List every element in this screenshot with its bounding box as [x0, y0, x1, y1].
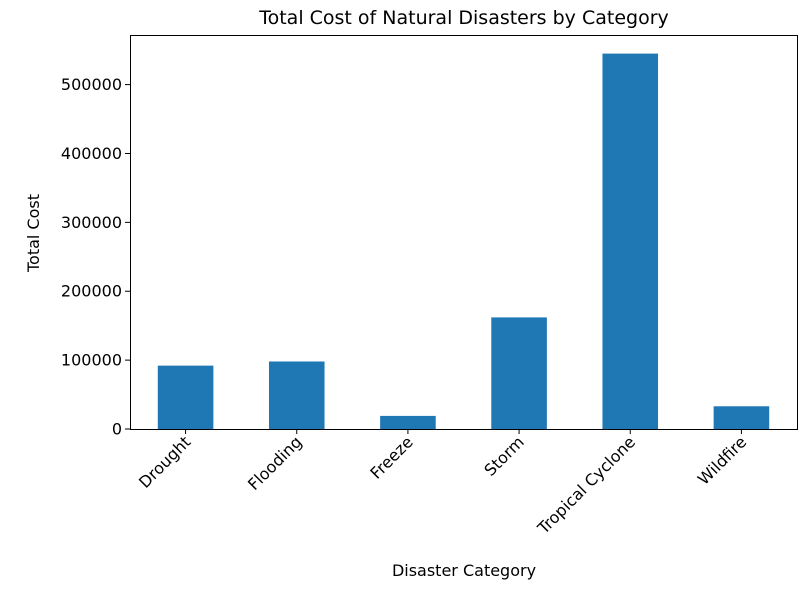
x-tick-label: Storm: [480, 432, 527, 479]
y-tick-label: 400000: [61, 144, 122, 163]
bar-storm: [491, 317, 547, 429]
x-tick-label: Freeze: [366, 432, 416, 482]
y-tick-label: 500000: [61, 75, 122, 94]
y-tick-label: 200000: [61, 282, 122, 301]
bar-freeze: [380, 415, 436, 429]
x-axis-label: Disaster Category: [392, 561, 536, 580]
bar-tropical-cyclone: [602, 53, 659, 429]
bar-drought: [157, 365, 214, 429]
x-tick-label: Flooding: [244, 432, 306, 494]
bar-wildfire: [713, 406, 770, 429]
y-tick-label: 0: [112, 420, 122, 439]
chart-title: Total Cost of Natural Disasters by Categ…: [258, 7, 669, 29]
x-axis: Drought Flooding Freeze Storm Tropical Cyclo…: [135, 429, 750, 538]
x-tick-label: Wildfire: [694, 432, 750, 488]
y-axis: 0 100000 200000 300000 400000 500000: [61, 75, 130, 439]
bars-group: [157, 53, 770, 429]
bar-flooding: [268, 361, 325, 429]
x-tick-label: Tropical Cyclone: [533, 432, 639, 538]
x-tick-label: Drought: [135, 432, 194, 491]
y-tick-label: 300000: [61, 213, 122, 232]
y-tick-label: 100000: [61, 351, 122, 370]
plot-frame: [130, 35, 798, 430]
y-axis-label: Total Cost: [24, 194, 43, 273]
